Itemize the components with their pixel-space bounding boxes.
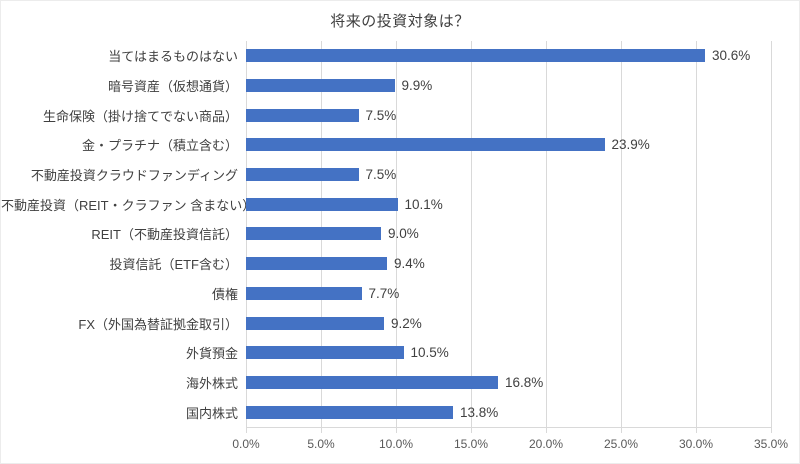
gridline [546, 41, 547, 427]
bar-track: 9.9% [246, 78, 771, 93]
category-label: 投資信託（ETF含む） [109, 257, 238, 273]
value-label: 13.8% [460, 404, 499, 420]
x-axis-tick-label: 5.0% [307, 437, 335, 451]
chart-row: 金・プラチナ（積立含む） 23.9% [1, 130, 799, 160]
bar-track: 16.8% [246, 375, 771, 390]
chart-row: REIT（不動産投資信託） 9.0% [1, 219, 799, 249]
bar [246, 286, 362, 300]
bar-track: 10.1% [246, 197, 771, 212]
gridline [696, 41, 697, 427]
gridline [771, 41, 772, 427]
value-label: 7.5% [365, 167, 397, 183]
bar-track: 9.0% [246, 226, 771, 241]
gridline [621, 41, 622, 427]
bar [246, 168, 359, 182]
tick-mark [771, 427, 772, 433]
category-label: 海外株式 [185, 375, 238, 391]
tick-mark [621, 427, 622, 433]
value-label: 10.1% [404, 196, 443, 212]
bar [246, 227, 381, 241]
category-label: REIT（不動産投資信託） [91, 227, 238, 243]
tick-mark [246, 427, 247, 433]
bar [246, 375, 498, 389]
chart-row: 外貨預金 10.5% [1, 338, 799, 368]
bar-track: 9.2% [246, 316, 771, 331]
bar-track: 7.7% [246, 286, 771, 301]
bar [246, 405, 453, 419]
bar [246, 79, 395, 93]
chart-row: 当てはまるものはない 30.6% [1, 41, 799, 71]
value-label: 9.9% [401, 78, 433, 94]
chart-row: 海外株式 16.8% [1, 368, 799, 398]
chart-row: 暗号資産（仮想通貨） 9.9% [1, 71, 799, 101]
category-label: 当てはまるものはない [108, 49, 238, 65]
category-label: 債権 [211, 286, 238, 302]
bar [246, 316, 384, 330]
bar-track: 10.5% [246, 345, 771, 360]
tick-mark [471, 427, 472, 433]
value-label: 9.4% [394, 256, 425, 272]
value-label: 9.2% [391, 315, 422, 331]
gridline [471, 41, 472, 427]
plot-area: 当てはまるものはない 30.6% 暗号資産（仮想通貨） 9.9% 生命保険（掛け捨てでな… [1, 41, 799, 428]
tick-mark [321, 427, 322, 433]
category-label: FX（外国為替証拠金取引） [78, 316, 238, 332]
category-label: 不動産投資クラウドファンディング [30, 168, 238, 184]
value-label: 10.5% [410, 345, 449, 361]
bar-track: 7.5% [246, 108, 771, 123]
chart-row: 不動産投資（REIT・クラファン 含まない） 10.1% [1, 189, 799, 219]
bar [246, 138, 605, 152]
tick-mark [396, 427, 397, 433]
category-label: 生命保険（掛け捨てでない商品） [42, 108, 238, 124]
bar-track: 7.5% [246, 167, 771, 182]
x-axis-tick-label: 0.0% [232, 437, 260, 451]
category-label: 暗号資産（仮想通貨） [107, 79, 238, 95]
bar-rows: 当てはまるものはない 30.6% 暗号資産（仮想通貨） 9.9% 生命保険（掛け捨てでな… [1, 41, 799, 427]
value-label: 7.5% [365, 107, 397, 123]
bar-track: 23.9% [246, 137, 771, 152]
category-label: 金・プラチナ（積立含む） [81, 138, 238, 154]
bar [246, 346, 404, 360]
x-axis-tick-label: 10.0% [378, 437, 414, 451]
chart-row: 国内株式 13.8% [1, 397, 799, 427]
chart-row: 投資信託（ETF含む） 9.4% [1, 249, 799, 279]
category-label: 外貨預金 [185, 346, 238, 362]
axis-ticks [246, 427, 772, 433]
bar-track: 30.6% [246, 48, 771, 63]
tick-mark [696, 427, 697, 433]
x-axis-tick-label: 35.0% [753, 437, 789, 451]
tick-mark [546, 427, 547, 433]
chart-row: 生命保険（掛け捨てでない商品） 7.5% [1, 100, 799, 130]
chart-row: 債権 7.7% [1, 279, 799, 309]
bar-track: 13.8% [246, 405, 771, 420]
bar-track: 9.4% [246, 256, 771, 271]
value-label: 23.9% [611, 137, 650, 153]
value-label: 30.6% [712, 48, 751, 64]
chart-title: 将来の投資対象は？ [330, 13, 470, 30]
x-axis-tick-label: 30.0% [678, 437, 714, 451]
bar [246, 108, 359, 122]
x-axis-tick-label: 25.0% [603, 437, 639, 451]
category-label: 不動産投資（REIT・クラファン 含まない） [1, 197, 256, 213]
x-axis-tick-label: 20.0% [528, 437, 564, 451]
x-axis-labels: 0.0% 5.0% 10.0% 15.0% 20.0% 25.0% 30.0% 35.0% [232, 437, 788, 455]
value-label: 16.8% [505, 374, 544, 390]
gridline [396, 41, 397, 427]
bar [246, 49, 705, 63]
category-label: 国内株式 [185, 405, 238, 421]
bar [246, 197, 398, 211]
value-label: 9.0% [388, 226, 419, 242]
value-label: 7.7% [368, 285, 400, 301]
x-axis-tick-label: 15.0% [453, 437, 489, 451]
chart-row: 不動産投資クラウドファンディング 7.5% [1, 160, 799, 190]
bar [246, 257, 387, 271]
chart-row: FX（外国為替証拠金取引） 9.2% [1, 308, 799, 338]
